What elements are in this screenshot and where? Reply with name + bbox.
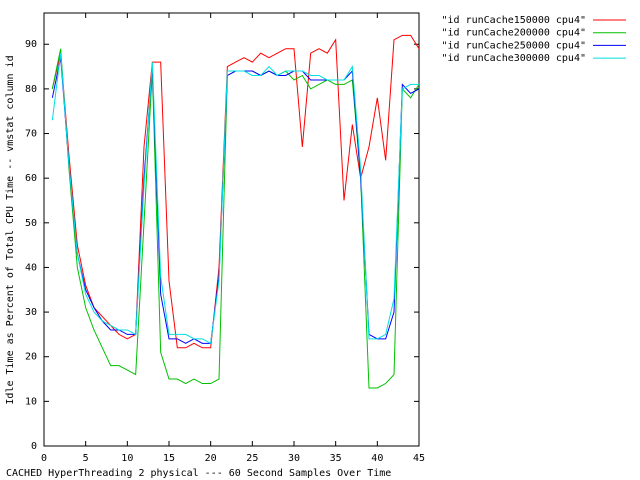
series-line: [51, 48, 420, 389]
x-tick-label: 45: [413, 453, 425, 464]
y-tick-label: 80: [25, 84, 37, 95]
x-axis-label: CACHED HyperThreading 2 physical --- 60 …: [6, 468, 391, 479]
y-tick-label: 40: [25, 262, 37, 273]
y-tick-label: 50: [25, 218, 37, 229]
x-tick-label: 5: [83, 453, 89, 464]
legend-label: "id runCache200000 cpu4": [442, 28, 587, 39]
x-tick-label: 40: [371, 453, 383, 464]
x-tick-label: 0: [41, 453, 47, 464]
legend-label: "id runCache150000 cpu4": [442, 15, 587, 26]
x-tick-label: 35: [330, 453, 342, 464]
legend-label: "id runCache250000 cpu4": [442, 40, 587, 51]
x-tick-label: 30: [288, 453, 300, 464]
series-line: [51, 53, 419, 345]
y-tick-label: 70: [25, 129, 37, 140]
series-line: [51, 34, 420, 349]
legend-label: "id runCache300000 cpu4": [442, 53, 587, 64]
x-tick-label: 10: [121, 453, 133, 464]
y-axis-label: Idle Time as Percent of Total CPU Time -…: [5, 55, 16, 404]
y-tick-label: 30: [25, 307, 37, 318]
series-line: [51, 57, 420, 344]
x-tick-label: 20: [205, 453, 217, 464]
y-tick-label: 10: [25, 396, 37, 407]
y-tick-label: 60: [25, 173, 37, 184]
x-tick-label: 25: [246, 453, 258, 464]
y-tick-label: 0: [31, 441, 37, 452]
x-tick-label: 15: [163, 453, 175, 464]
y-tick-label: 20: [25, 352, 37, 363]
y-tick-label: 90: [25, 39, 37, 50]
plot-frame: [43, 12, 420, 447]
